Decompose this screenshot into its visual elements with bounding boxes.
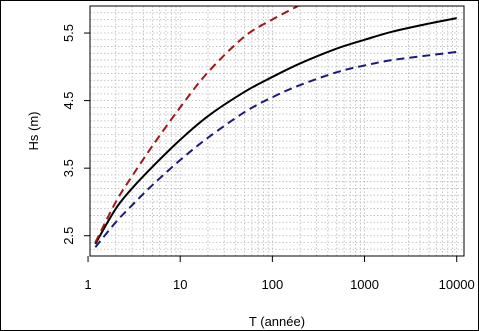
y-axis-title: Hs (m) [26, 112, 41, 151]
y-tick-label: 3.5 [61, 159, 76, 177]
grid-lines [90, 5, 464, 257]
y-axis: 2.5 3.5 4.5 5.5 [61, 24, 90, 245]
curve-solid-black [94, 17, 457, 245]
x-tick-label: 1000 [350, 277, 379, 292]
x-tick-label: 1 [84, 277, 91, 292]
plot-area-border [89, 5, 465, 257]
curve-dashed-red [94, 6, 299, 243]
y-tick-label: 4.5 [61, 92, 76, 110]
y-tick-label: 2.5 [61, 227, 76, 245]
x-tick-label: 10 [173, 277, 187, 292]
curve-dashed-blue [94, 50, 457, 248]
curves [94, 6, 457, 248]
x-axis: 1 10 100 1000 10000 [84, 256, 475, 292]
x-tick-label: 10000 [439, 277, 475, 292]
x-tick-label: 100 [262, 277, 284, 292]
y-tick-label: 5.5 [61, 24, 76, 42]
x-axis-title: T (année) [249, 314, 305, 329]
